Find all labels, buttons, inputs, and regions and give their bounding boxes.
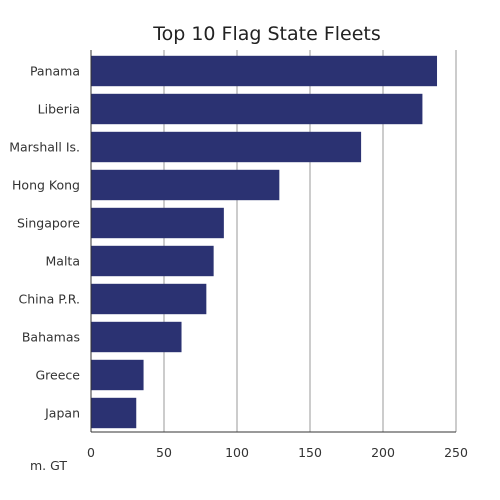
bar [91, 245, 214, 277]
unit-label: m. GT [30, 458, 67, 473]
bar [91, 207, 224, 239]
category-label: Panama [30, 64, 80, 79]
x-tick-label: 150 [298, 445, 322, 460]
bar [91, 283, 207, 315]
category-label: Liberia [38, 102, 80, 117]
category-labels: Panama Liberia Marshall Is. Hong Kong Singap… [9, 64, 80, 421]
bar [91, 169, 280, 201]
category-label: Japan [44, 406, 80, 421]
x-tick-label: 0 [87, 445, 95, 460]
category-label: Malta [46, 254, 80, 269]
x-tick-labels: 0 50 100 150 200 250 [87, 445, 468, 460]
chart-title: Top 10 Flag State Fleets [152, 23, 381, 45]
category-label: Hong Kong [12, 178, 80, 193]
x-tick-label: 50 [156, 445, 172, 460]
category-label: Greece [36, 368, 81, 383]
category-label: China P.R. [19, 292, 80, 307]
category-label: Marshall Is. [9, 140, 80, 155]
bars [91, 55, 438, 429]
x-tick-label: 100 [225, 445, 249, 460]
bar [91, 131, 362, 163]
bar [91, 359, 144, 391]
bar [91, 55, 438, 87]
category-label: Singapore [17, 216, 80, 231]
bar [91, 397, 137, 429]
x-tick-label: 250 [444, 445, 468, 460]
bar [91, 321, 182, 353]
bar [91, 93, 423, 125]
x-tick-label: 200 [371, 445, 395, 460]
category-label: Bahamas [22, 330, 80, 345]
